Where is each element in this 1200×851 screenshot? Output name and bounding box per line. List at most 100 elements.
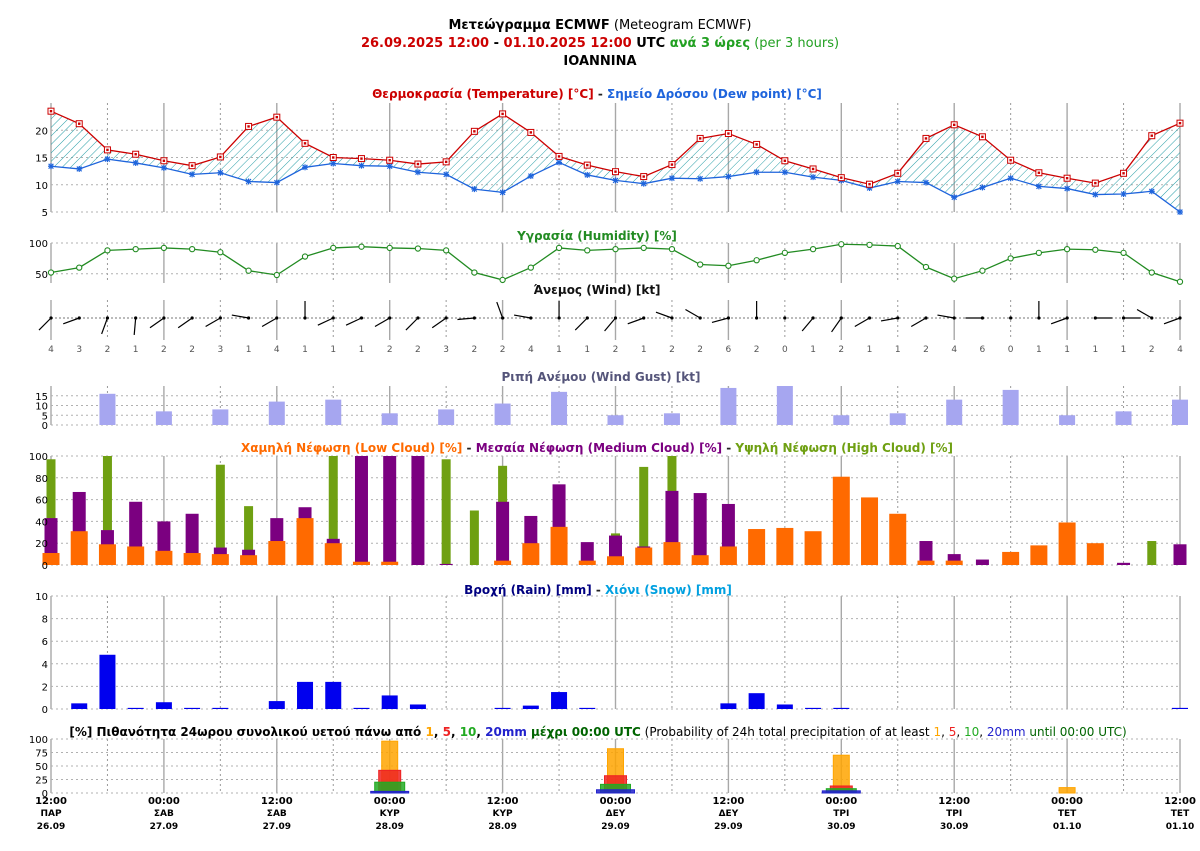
temperature-point-center: [1065, 177, 1069, 180]
y-tick-label: 10: [35, 181, 48, 192]
humidity-point: [584, 247, 591, 254]
humidity-point: [499, 276, 506, 284]
rain-bar: [127, 707, 144, 709]
wind-speed-label: 6: [726, 345, 732, 355]
x-time-label: 00:00: [374, 796, 406, 807]
temperature-point-center: [868, 183, 871, 186]
temperature-point-center: [303, 142, 307, 145]
wind-barb: [177, 317, 193, 329]
x-time-label: 12:00: [712, 796, 744, 807]
dewpoint-point: [76, 165, 83, 172]
y-tick-label: 60: [35, 496, 48, 507]
title-english: (Meteogram ECMWF): [609, 18, 752, 33]
dewpoint-star-stroke: [104, 156, 111, 162]
wind-speed-label: 4: [528, 345, 534, 355]
dewpoint-star-stroke: [725, 173, 732, 180]
gust-bar: [1002, 389, 1019, 425]
low-cloud-bar: [1002, 551, 1020, 565]
low-cloud-bar: [832, 476, 850, 565]
dewpoint-star-stroke: [697, 175, 703, 182]
dewpoint-point: [330, 160, 337, 167]
wind-speed-label: 4: [951, 345, 957, 355]
temperature-point-center: [134, 153, 137, 156]
wind-speed-label: 0: [782, 345, 788, 355]
wind-speed-label: 1: [1036, 345, 1042, 355]
dewpoint-point: [414, 169, 421, 176]
wind-barb: [457, 317, 475, 321]
rain-bar: [720, 703, 737, 709]
wind-speed-label: 1: [895, 345, 901, 355]
high-cloud-bar: [244, 506, 254, 565]
temperature-point-center: [586, 163, 589, 167]
temperature-point-center: [896, 172, 899, 175]
rain-bar: [381, 695, 398, 709]
x-day-label: ΚΥΡ: [493, 809, 513, 819]
wind-barb: [685, 308, 701, 319]
medium-cloud-bar: [947, 554, 961, 565]
medium-cloud-bar: [580, 542, 594, 565]
wind-barb: [231, 314, 249, 319]
temperature-point-center: [162, 159, 166, 162]
wind-speed-label: 3: [76, 345, 82, 355]
temperature-point-center: [78, 122, 81, 125]
dewpoint-point: [471, 186, 478, 193]
humidity-point: [894, 242, 901, 250]
wind-barb: [149, 317, 165, 329]
medium-cloud-bar: [919, 541, 933, 565]
medium-cloud-bar: [383, 456, 397, 565]
y-tick-label: 5: [42, 208, 48, 219]
temperature-point-center: [755, 143, 758, 146]
y-tick-label: 40: [35, 517, 48, 528]
rain-bar: [551, 692, 568, 709]
dewpoint-star-stroke: [358, 162, 365, 169]
temperature-point-center: [529, 131, 533, 134]
x-day-label: ΚΥΡ: [380, 809, 400, 819]
x-date-label: 28.09: [375, 822, 403, 832]
dewpoint-star-stroke: [669, 175, 675, 182]
y-tick-label: 10: [35, 592, 48, 603]
x-time-label: 12:00: [261, 796, 293, 807]
location-name: IOANNINA: [563, 54, 637, 69]
wind-speed-label: 1: [302, 345, 308, 355]
wind-speed-label: 1: [1121, 345, 1127, 355]
gust-bar: [720, 387, 737, 425]
dewpoint-star-stroke: [584, 172, 591, 178]
dewpoint-point: [132, 159, 139, 166]
dewpoint-star-stroke: [499, 189, 506, 196]
high-cloud-bar: [328, 456, 338, 565]
rain-bar: [776, 704, 793, 709]
temperature-point-center: [332, 156, 335, 159]
humidity-point: [838, 241, 845, 248]
probability-bar: [596, 789, 635, 794]
temperature-point-center: [190, 164, 194, 167]
dewpoint-point: [979, 184, 986, 191]
wind-speed-label: 2: [613, 345, 619, 355]
wind-speed-label: 2: [105, 345, 111, 355]
dewpoint-point: [217, 169, 224, 176]
temperature-point-center: [783, 159, 787, 162]
dewpoint-star-stroke: [217, 169, 224, 176]
gust-bar: [889, 413, 906, 425]
humidity-point: [527, 264, 534, 271]
dewpoint-star-stroke: [273, 179, 280, 186]
gust-bar: [1172, 399, 1188, 425]
low-cloud-bar: [804, 531, 822, 565]
humidity-point: [273, 271, 280, 279]
humidity-point: [358, 243, 365, 250]
dewpoint-point: [273, 179, 280, 186]
wind-speed-label: 2: [923, 345, 929, 355]
dewpoint-star-stroke: [132, 160, 139, 166]
low-cloud-bar: [522, 543, 540, 565]
low-cloud-bar: [945, 560, 963, 565]
gust-bar: [607, 415, 624, 425]
dewpoint-star-stroke: [782, 169, 788, 176]
dewpoint-star-stroke: [979, 184, 986, 191]
medium-cloud-bar: [1173, 544, 1187, 565]
probability-bar: [1058, 787, 1076, 794]
x-date-label: 01.10: [1166, 822, 1194, 832]
dewpoint-point: [640, 180, 647, 187]
dewpoint-point: [810, 174, 817, 181]
wind-barb: [937, 314, 955, 319]
high-cloud-bar: [469, 510, 479, 565]
